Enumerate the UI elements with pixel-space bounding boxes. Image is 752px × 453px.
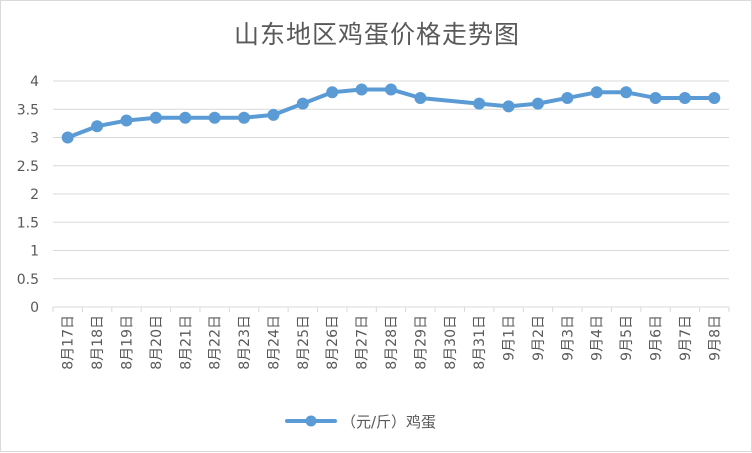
x-tick-label: 9月2日 (531, 315, 547, 361)
data-point (531, 97, 544, 110)
x-tick-label: 8月30日 (443, 315, 459, 370)
data-point (473, 97, 486, 110)
data-point (267, 108, 280, 121)
data-point (91, 120, 104, 133)
data-point (414, 91, 427, 104)
data-point (502, 100, 515, 113)
y-tick-label: 3 (30, 131, 39, 147)
data-point (678, 91, 691, 104)
y-tick-label: 2 (30, 187, 39, 203)
x-tick-label: 8月24日 (266, 315, 282, 370)
x-tick-label: 9月3日 (560, 315, 576, 361)
legend-label: （元/斤）鸡蛋 (341, 413, 436, 431)
legend-marker (305, 415, 317, 427)
y-tick-label: 1.5 (17, 215, 39, 231)
y-tick-label: 2.5 (17, 159, 39, 175)
y-tick-label: 4 (30, 74, 39, 90)
x-tick-label: 8月25日 (296, 315, 312, 370)
y-tick-label: 1 (30, 244, 39, 260)
data-point (355, 83, 368, 96)
y-tick-label: 0 (30, 300, 39, 316)
data-point (238, 111, 251, 124)
data-point (708, 91, 721, 104)
data-point (590, 86, 603, 99)
data-point (120, 114, 133, 127)
x-tick-label: 8月26日 (325, 315, 341, 370)
x-tick-label: 8月19日 (119, 315, 135, 370)
x-tick-label: 8月31日 (472, 315, 488, 370)
x-tick-label: 8月28日 (384, 315, 400, 370)
x-tick-label: 9月5日 (619, 315, 635, 361)
data-point (208, 111, 221, 124)
y-tick-label: 0.5 (17, 272, 39, 288)
x-tick-label: 8月23日 (237, 315, 253, 370)
series-line (65, 87, 717, 140)
x-tick-label: 9月8日 (707, 315, 723, 361)
x-tick-label: 9月4日 (590, 315, 606, 361)
data-point (649, 91, 662, 104)
x-tick-label: 8月21日 (178, 315, 194, 370)
y-tick-label: 3.5 (17, 102, 39, 118)
data-point (561, 91, 574, 104)
x-tick-label: 8月29日 (413, 315, 429, 370)
data-point (326, 86, 339, 99)
chart-title: 山东地区鸡蛋价格走势图 (233, 20, 520, 49)
x-tick-label: 8月27日 (355, 315, 371, 370)
x-tick-label: 9月6日 (649, 315, 665, 361)
x-tick-label: 9月7日 (678, 315, 694, 361)
data-point (385, 83, 397, 96)
x-tick-label: 8月22日 (208, 315, 224, 370)
data-point (296, 97, 309, 110)
data-point (620, 86, 633, 99)
x-tick-label: 8月17日 (61, 315, 77, 370)
x-tick-label: 8月18日 (90, 315, 106, 370)
data-point (61, 131, 74, 144)
x-tick-label: 9月1日 (502, 315, 518, 361)
data-point (179, 111, 192, 124)
data-point (149, 111, 162, 124)
x-tick-label: 8月20日 (149, 315, 165, 370)
